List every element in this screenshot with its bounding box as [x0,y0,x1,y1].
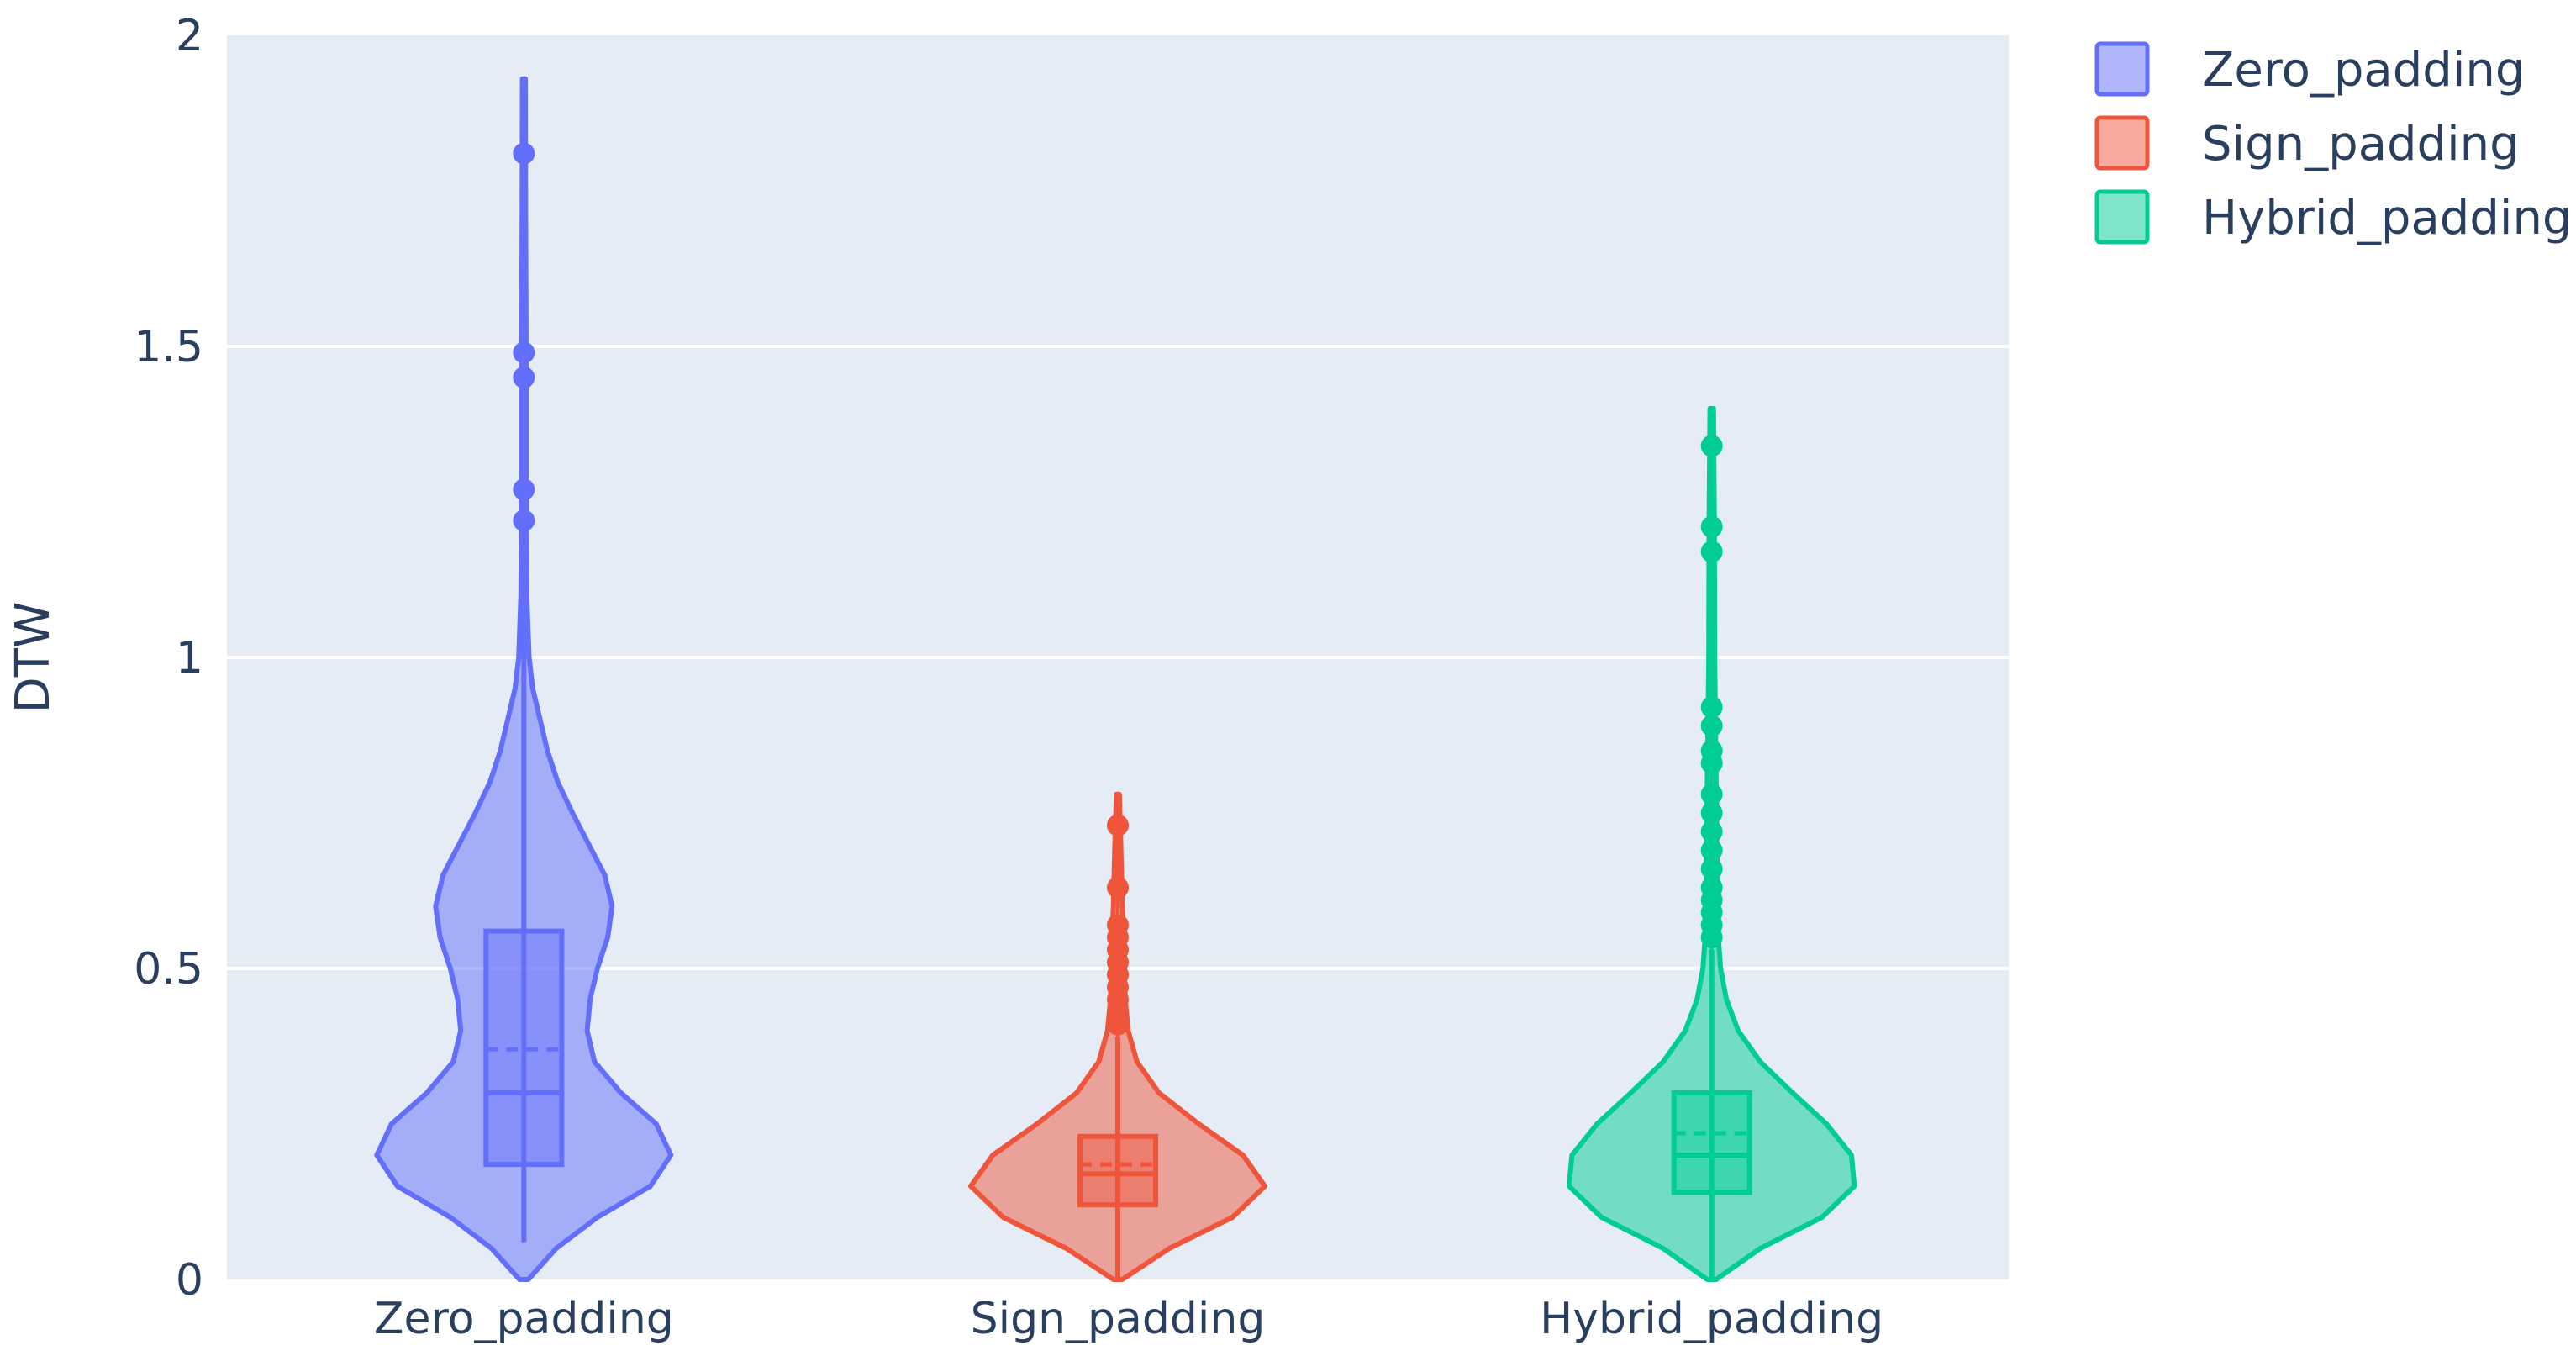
outlier-point [513,509,535,532]
outlier-point [513,367,535,388]
legend-label[interactable]: Hybrid_padding [2202,191,2572,245]
outlier-point [1700,926,1723,948]
outlier-point [1700,839,1723,862]
legend-label[interactable]: Zero_padding [2202,43,2525,98]
outlier-point [1700,820,1723,843]
violins [374,76,1857,1282]
y-tick-label: 1 [176,633,203,683]
x-tick-label: Sign_padding [971,1294,1266,1344]
outlier-point [1700,435,1723,457]
legend-item-Sign_padding[interactable]: Sign_padding [2094,115,2520,171]
legend-item-Zero_padding[interactable]: Zero_padding [2094,41,2525,98]
violin-Hybrid_padding [1566,406,1857,1282]
legend[interactable]: Zero_padding Sign_padding Hybrid_padding [2094,41,2572,245]
y-tick-label: 1.5 [134,322,203,372]
outlier-point [1700,696,1723,719]
legend-swatch[interactable] [2094,41,2150,97]
x-tick-label: Zero_padding [374,1294,674,1344]
outlier-point [1107,1013,1129,1036]
outlier-point [1700,541,1723,563]
legend-item-Hybrid_padding[interactable]: Hybrid_padding [2094,189,2572,245]
outlier-point [1700,752,1723,774]
y-tick-label: 0.5 [134,944,203,995]
outlier-point [1700,857,1723,880]
outlier-point [1700,802,1723,824]
outlier-point [1700,715,1723,737]
outlier-point [1700,515,1723,538]
legend-swatch[interactable] [2094,115,2150,171]
outlier-point [513,341,535,364]
violin-Zero_padding [374,76,674,1282]
legend-label[interactable]: Sign_padding [2202,117,2520,171]
outlier-point [513,142,535,165]
box-iqr [1077,1133,1158,1208]
y-tick-label: 2 [176,11,203,61]
y-axis: 0 0.5 1 1.5 2 [134,11,203,1306]
outlier-point [1107,876,1129,899]
x-tick-label: Hybrid_padding [1540,1294,1883,1344]
violin-Sign_padding [968,791,1267,1282]
legend-swatch[interactable] [2094,189,2150,245]
y-tick-label: 0 [176,1255,203,1306]
outlier-point [1700,783,1723,805]
y-axis-title: DTW [6,602,61,714]
box-iqr [1671,1090,1752,1195]
outlier-point [1107,814,1129,836]
x-axis: Zero_padding Sign_padding Hybrid_padding [374,1294,1883,1344]
outlier-point [513,478,535,501]
